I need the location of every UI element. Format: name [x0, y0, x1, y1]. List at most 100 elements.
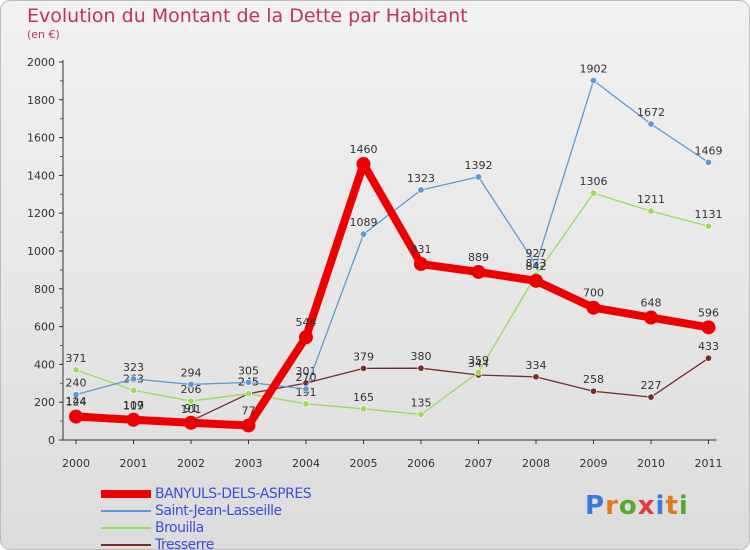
data-label: 1460: [350, 143, 378, 156]
logo-letter: P: [585, 491, 606, 521]
line-chart: 0 200 400 600 800 1000 1200 1400 1600 1800 2000 200…: [27, 56, 723, 470]
data-label: 101: [181, 403, 202, 416]
series-line-1: [72, 160, 713, 430]
legend-swatch: [101, 510, 151, 512]
data-point: [647, 120, 655, 128]
y-tick-label: 1400: [27, 169, 55, 182]
data-point: [69, 409, 83, 424]
logo-letter: t: [665, 491, 679, 521]
data-point: [704, 222, 712, 230]
logo-letter: r: [605, 491, 619, 521]
x-tick-label: 2000: [62, 457, 90, 470]
data-label: 371: [66, 352, 87, 365]
x-tick-label: 2001: [120, 457, 148, 470]
data-label: 165: [353, 391, 374, 404]
data-point: [359, 364, 367, 372]
data-label: 889: [468, 251, 489, 264]
data-label: 77: [242, 404, 256, 417]
data-point: [241, 418, 256, 433]
data-label: 379: [353, 350, 374, 363]
data-label: 91: [184, 402, 198, 415]
data-point: [245, 390, 253, 398]
data-point: [586, 300, 601, 315]
data-label: 1211: [637, 193, 665, 206]
x-tick-label: 2011: [695, 457, 723, 470]
data-point: [72, 366, 80, 374]
data-point: [359, 405, 367, 413]
data-point: [532, 373, 540, 381]
x-tick-label: 2008: [522, 457, 550, 470]
data-label: 1392: [465, 159, 493, 172]
data-label: 380: [411, 350, 432, 363]
x-tick-label: 2009: [580, 457, 608, 470]
data-point: [245, 378, 253, 386]
data-point: [130, 375, 138, 383]
legend-swatch: [101, 544, 151, 546]
legend-swatch: [101, 527, 151, 529]
data-point: [474, 173, 482, 181]
data-label: 258: [583, 373, 604, 386]
data-point: [356, 157, 371, 172]
data-label: 359: [468, 354, 489, 367]
data-point: [704, 158, 712, 166]
data-point: [647, 207, 655, 215]
legend-item: Brouilla: [101, 520, 204, 536]
y-tick-label: 800: [34, 283, 55, 296]
data-label: 1089: [350, 216, 378, 229]
unit-label: (en €): [27, 28, 60, 41]
x-tick-label: 2005: [350, 457, 378, 470]
y-tick-label: 1800: [27, 94, 55, 107]
y-tick-label: 600: [34, 321, 55, 334]
data-point: [471, 264, 486, 279]
legend-item: BANYULS-DELS-ASPRES: [101, 486, 312, 502]
chart-title: Evolution du Montant de la Dette par Hab…: [27, 5, 468, 27]
data-label: 927: [526, 247, 547, 260]
legend-label: Saint-Jean-Lasseille: [155, 503, 282, 519]
data-label: 931: [411, 243, 432, 256]
data-label: 124: [66, 396, 87, 409]
y-tick-label: 2000: [27, 56, 55, 69]
data-point: [359, 230, 367, 238]
data-point: [589, 189, 597, 197]
data-label: 270: [296, 371, 317, 384]
data-point: [647, 393, 655, 401]
data-label: 344: [468, 357, 489, 370]
data-label: 1306: [580, 175, 608, 188]
data-point: [72, 391, 80, 399]
y-tick-label: 200: [34, 396, 55, 409]
proxiti-logo: Proxiti: [585, 491, 689, 521]
data-point: [302, 385, 310, 393]
data-label: 596: [698, 306, 719, 319]
data-label: 227: [641, 379, 662, 392]
legend-label: Brouilla: [155, 520, 204, 536]
data-label: 323: [123, 361, 144, 374]
data-label: 334: [526, 359, 547, 372]
data-point: [529, 273, 543, 288]
data-point: [644, 310, 658, 325]
data-label: 135: [411, 396, 432, 409]
legend-item: Tresserre: [101, 537, 214, 549]
x-tick-label: 2004: [292, 457, 320, 470]
data-label: 700: [583, 287, 604, 300]
x-tick-label: 2010: [637, 457, 665, 470]
data-label: 294: [181, 366, 202, 379]
logo-letter: x: [637, 491, 656, 521]
y-tick-label: 1600: [27, 132, 55, 145]
data-point: [532, 261, 540, 269]
series-line-2: [75, 79, 710, 396]
data-label: 1323: [407, 172, 435, 185]
data-label: 842: [526, 260, 547, 273]
data-point: [187, 397, 195, 405]
data-label: 1131: [695, 208, 723, 221]
logo-letter: i: [678, 491, 689, 521]
data-point: [417, 410, 425, 418]
y-tick-label: 400: [34, 358, 55, 371]
x-tick-label: 2007: [465, 457, 493, 470]
x-tick-label: 2002: [177, 457, 205, 470]
data-point: [299, 330, 313, 345]
data-label: 119: [123, 400, 144, 413]
x-tick-label: 2003: [235, 457, 263, 470]
logo-letter: o: [618, 491, 638, 521]
x-tick-label: 2006: [407, 457, 435, 470]
